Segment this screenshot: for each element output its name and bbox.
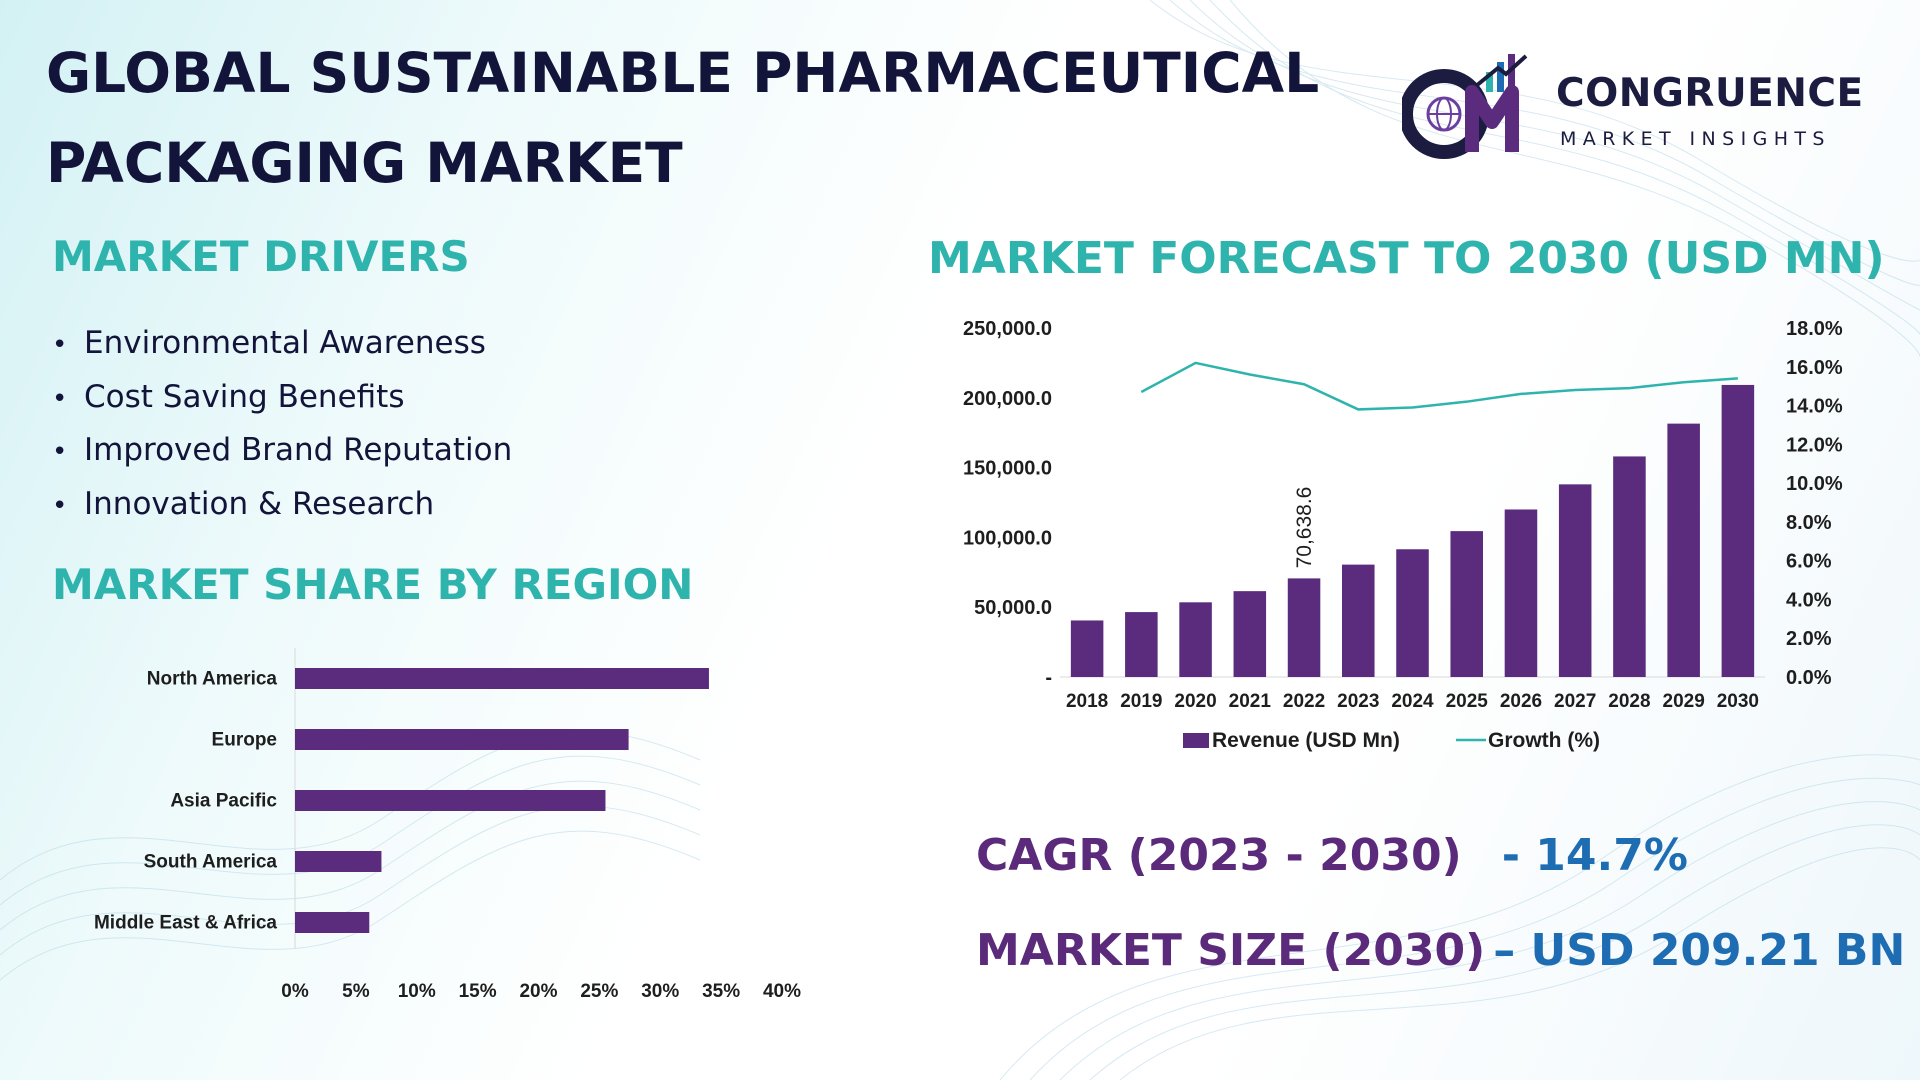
driver-item: • Environmental Awareness [52, 322, 512, 376]
forecast-left-tick-label: 250,000.0 [963, 318, 1052, 340]
region-x-tick-label: 35% [702, 981, 740, 1000]
region-category-label: Europe [212, 730, 277, 751]
company-logo: CONGRUENCE MARKET INSIGHTS [1399, 52, 1872, 162]
market-size-label: MARKET SIZE (2030) [976, 925, 1486, 976]
market-drivers-heading: MARKET DRIVERS [52, 232, 470, 281]
forecast-year-label: 2021 [1229, 691, 1272, 712]
region-x-tick-label: 25% [580, 981, 618, 1000]
region-category-label: South America [144, 852, 278, 873]
market-forecast-heading: MARKET FORECAST TO 2030 (USD MN) [928, 233, 1885, 284]
forecast-data-label: 70,638.6 [1293, 487, 1316, 569]
forecast-right-tick-label: 6.0% [1786, 551, 1832, 573]
market-forecast-chart: - 50,000.0 100,000.0 150,000.0 200,000.0 250,… [963, 318, 1843, 752]
forecast-right-tick-label: 10.0% [1786, 473, 1843, 495]
market-share-region-heading: MARKET SHARE BY REGION [52, 560, 694, 609]
forecast-left-tick-label: 200,000.0 [963, 388, 1052, 410]
forecast-right-tick-label: 0.0% [1786, 667, 1832, 689]
forecast-revenue-bar [1287, 578, 1321, 677]
region-share-chart: North America Europe Asia Pacific South Ame… [94, 648, 801, 1000]
logo-name: CONGRUENCE [1556, 71, 1864, 116]
cagr-value: - 14.7% [1501, 830, 1688, 881]
market-drivers-list: • Environmental Awareness • Cost Saving Be… [52, 322, 512, 536]
driver-item: • Improved Brand Reputation [52, 429, 512, 483]
legend-growth-label: Growth (%) [1488, 729, 1600, 752]
forecast-revenue-bar [1450, 531, 1483, 677]
forecast-revenue-bar [1342, 564, 1375, 677]
region-category-label: North America [147, 669, 278, 690]
forecast-revenue-bar [1558, 484, 1592, 677]
forecast-right-tick-label: 4.0% [1786, 589, 1832, 611]
region-x-tick-label: 0% [281, 981, 309, 1000]
driver-item: • Cost Saving Benefits [52, 376, 512, 430]
page-title-line-1: GLOBAL SUSTAINABLE PHARMACEUTICAL [46, 41, 1320, 105]
forecast-right-tick-label: 12.0% [1786, 434, 1843, 456]
forecast-year-label: 2018 [1066, 691, 1108, 712]
forecast-growth-line [1140, 361, 1738, 411]
forecast-revenue-bar [1721, 384, 1755, 677]
forecast-year-label: 2024 [1391, 691, 1434, 712]
forecast-left-tick-label: - [1045, 667, 1052, 689]
forecast-revenue-bar [1613, 456, 1646, 677]
forecast-left-tick-label: 50,000.0 [974, 597, 1052, 619]
region-x-tick-label: 15% [459, 981, 497, 1000]
forecast-right-tick-label: 8.0% [1786, 512, 1832, 534]
forecast-year-label: 2030 [1717, 691, 1759, 712]
forecast-year-label: 2027 [1554, 691, 1596, 712]
region-category-label: Asia Pacific [170, 791, 277, 812]
driver-item: • Innovation & Research [52, 483, 512, 537]
region-x-tick-label: 5% [342, 981, 370, 1000]
region-bar [295, 790, 606, 811]
market-size-stat: MARKET SIZE (2030) – USD 209.21 BN [976, 925, 1905, 976]
region-category-label: Middle East & Africa [94, 913, 277, 934]
region-x-tick-label: 40% [763, 981, 801, 1000]
bullet-icon: • [52, 490, 68, 521]
forecast-revenue-bar [1125, 612, 1158, 677]
region-x-tick-label: 20% [519, 981, 557, 1000]
cagr-stat: CAGR (2023 - 2030) - 14.7% [976, 830, 1688, 881]
forecast-year-label: 2020 [1174, 691, 1216, 712]
region-bar [295, 729, 629, 750]
page-title: GLOBAL SUSTAINABLE PHARMACEUTICAL PACKAG… [46, 28, 1366, 208]
forecast-revenue-bar [1179, 602, 1212, 677]
forecast-year-label: 2023 [1337, 691, 1379, 712]
cm-monogram-icon [1399, 54, 1528, 159]
forecast-year-label: 2022 [1283, 691, 1325, 712]
logo-tagline: MARKET INSIGHTS [1560, 128, 1831, 150]
forecast-year-label: 2028 [1608, 691, 1650, 712]
region-x-tick-label: 30% [641, 981, 679, 1000]
driver-item-label: Cost Saving Benefits [84, 378, 405, 415]
forecast-year-label: 2026 [1500, 691, 1542, 712]
forecast-left-tick-label: 100,000.0 [963, 527, 1052, 549]
forecast-year-label: 2029 [1663, 691, 1705, 712]
forecast-right-tick-label: 16.0% [1786, 357, 1843, 379]
driver-item-label: Environmental Awareness [84, 325, 486, 361]
driver-item-label: Innovation & Research [84, 485, 435, 522]
legend-revenue-swatch [1183, 733, 1209, 748]
page-title-line-2: PACKAGING MARKET [46, 131, 683, 195]
bullet-icon: • [52, 383, 68, 414]
region-x-tick-label: 10% [398, 981, 436, 1000]
forecast-right-tick-label: 2.0% [1786, 628, 1832, 650]
market-size-value: – USD 209.21 BN [1493, 925, 1906, 976]
cagr-label: CAGR (2023 - 2030) [976, 830, 1462, 881]
bullet-icon: • [52, 330, 68, 360]
region-bar [295, 668, 709, 689]
driver-item-label: Improved Brand Reputation [84, 432, 513, 468]
forecast-right-tick-label: 18.0% [1786, 318, 1843, 340]
forecast-revenue-bar [1504, 509, 1538, 677]
forecast-revenue-bar [1233, 591, 1267, 677]
legend-revenue-label: Revenue (USD Mn) [1212, 729, 1400, 752]
bullet-icon: • [52, 437, 68, 467]
forecast-right-tick-label: 14.0% [1786, 396, 1843, 418]
forecast-year-label: 2025 [1446, 691, 1489, 712]
forecast-revenue-bar [1396, 549, 1429, 677]
forecast-left-tick-label: 150,000.0 [963, 458, 1052, 480]
forecast-year-label: 2019 [1120, 691, 1162, 712]
region-bar [295, 851, 382, 872]
forecast-revenue-bar [1667, 423, 1700, 677]
region-bar [295, 912, 370, 933]
forecast-revenue-bar [1070, 620, 1104, 677]
